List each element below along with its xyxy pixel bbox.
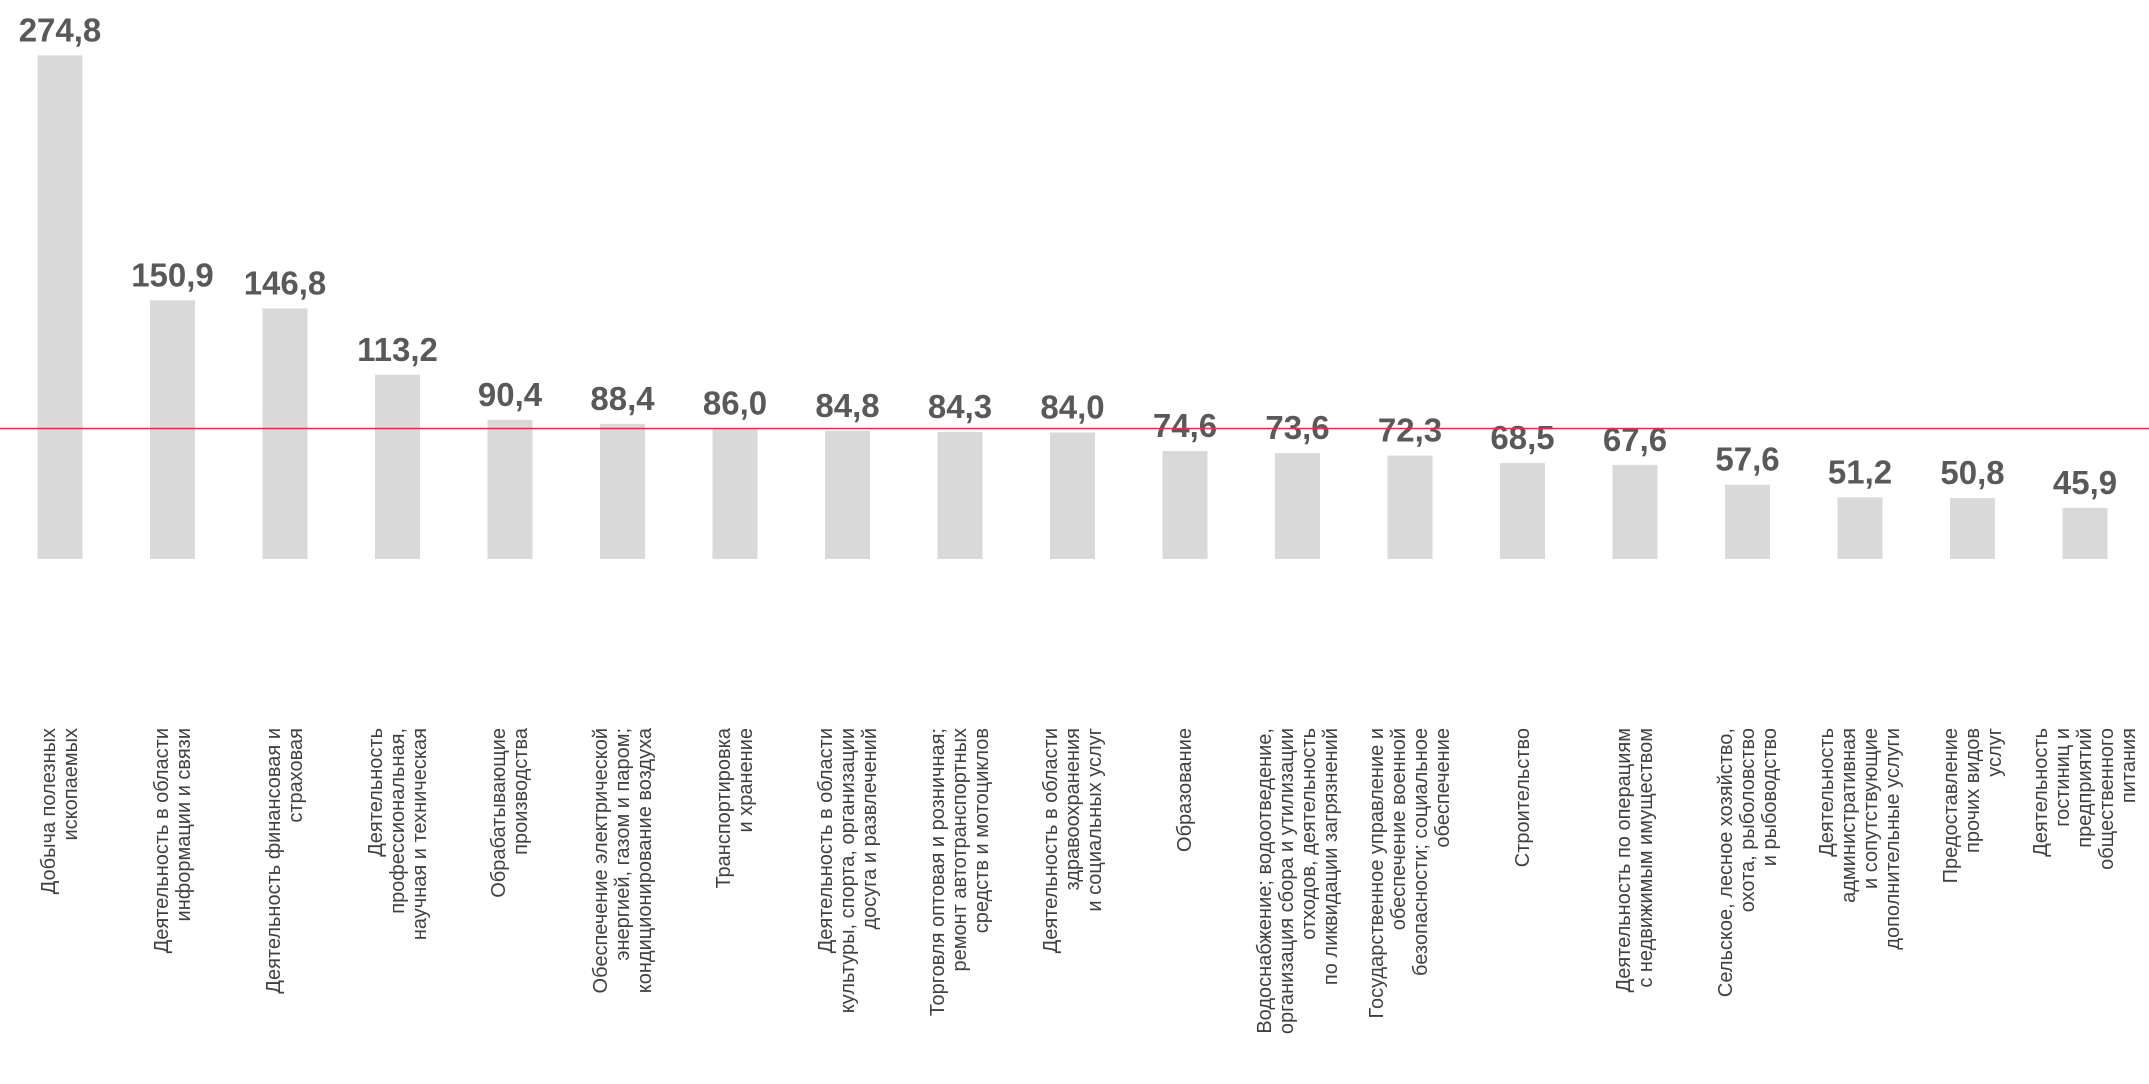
- bar: [1725, 485, 1770, 559]
- bar: [713, 429, 758, 559]
- page: {"chart_data": {"type": "bar", "categori…: [0, 0, 2149, 1084]
- category-label: Деятельность в области информации и связ…: [151, 728, 195, 953]
- category-label: Государственное управление и обеспечение…: [1366, 728, 1454, 1019]
- value-label: 113,2: [357, 331, 438, 368]
- bar: [1050, 433, 1095, 559]
- bar: [488, 420, 533, 559]
- bar: [150, 300, 195, 559]
- bar: [2063, 508, 2108, 559]
- value-label: 50,8: [1940, 454, 2004, 491]
- value-label: 84,0: [1040, 389, 1104, 426]
- bar: [38, 55, 83, 559]
- value-label: 150,9: [131, 256, 214, 293]
- category-label: Образование: [1174, 728, 1196, 852]
- category-label: Обрабатывающие производства: [488, 728, 532, 898]
- value-label: 74,6: [1153, 407, 1217, 444]
- value-label: 72,3: [1378, 412, 1442, 449]
- bar: [1163, 451, 1208, 559]
- category-label: Деятельность профессиональная, научная и…: [365, 728, 431, 940]
- value-label: 51,2: [1828, 453, 1892, 490]
- category-label: Деятельность в области здравоохранения и…: [1040, 728, 1106, 953]
- bar: [1613, 465, 1658, 559]
- category-label: Сельское, лесное хозяйство, охота, рыбол…: [1715, 728, 1781, 997]
- category-label: Добыча полезных ископаемых: [38, 728, 82, 894]
- category-label: Транспортировка и хранение: [713, 728, 757, 889]
- category-label: Деятельность административная и сопутств…: [1816, 728, 1904, 1017]
- value-label: 57,6: [1715, 441, 1779, 478]
- category-label: Предоставление прочих видов услуг: [1940, 728, 2006, 905]
- value-label: 86,0: [703, 385, 767, 422]
- value-label: 68,5: [1490, 419, 1554, 456]
- value-label: 274,8: [19, 11, 102, 48]
- bar: [1388, 456, 1433, 559]
- category-label: Деятельность в области культуры, спорта,…: [815, 728, 881, 1013]
- bar: [1275, 453, 1320, 559]
- value-label: 45,9: [2053, 464, 2117, 501]
- value-label: 73,6: [1265, 409, 1329, 446]
- category-label: Деятельность финансовая и страховая: [263, 728, 307, 994]
- category-label: Строительство: [1512, 728, 1534, 867]
- value-label: 67,6: [1603, 421, 1667, 458]
- bar: [263, 308, 308, 559]
- value-label: 84,8: [815, 387, 879, 424]
- bar: [375, 375, 420, 559]
- bar: [600, 424, 645, 559]
- bar: [1500, 463, 1545, 559]
- category-label: Деятельность гостиниц и предприятий обще…: [2030, 728, 2140, 870]
- category-label: Водоснабжение; водоотведение, организаци…: [1254, 728, 1342, 1034]
- value-label: 88,4: [590, 380, 655, 417]
- category-label: Обеспечение электрической энергией, газо…: [590, 728, 656, 993]
- bar: [825, 431, 870, 559]
- bar: [1838, 497, 1883, 559]
- category-label: Деятельность по операциям с недвижимым и…: [1613, 728, 1657, 992]
- value-label: 146,8: [244, 264, 327, 301]
- bar: [938, 432, 983, 559]
- bar: [1950, 498, 1995, 559]
- category-label: Торговля оптовая и розничная; ремонт авт…: [927, 728, 993, 1016]
- value-label: 84,3: [928, 388, 992, 425]
- value-label: 90,4: [478, 376, 543, 413]
